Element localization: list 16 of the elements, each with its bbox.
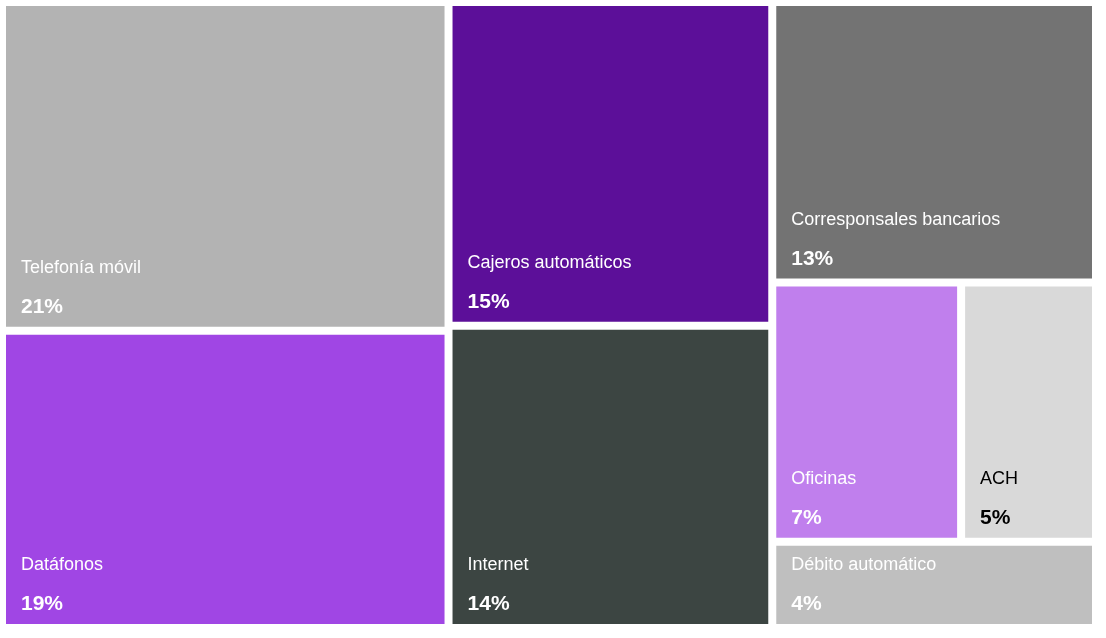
data-label: 7% [791,504,822,528]
category-label: Datáfonos [21,554,104,574]
category-label: Corresponsales bancarios [791,208,1001,229]
data-label: 4% [791,591,822,614]
category-label: Internet [467,554,529,574]
category-label: Cajeros automáticos [467,251,632,272]
data-label: 15% [467,288,510,312]
category-label: Telefonía móvil [21,256,142,277]
data-label: 21% [21,293,64,317]
data-label: 5% [980,504,1011,528]
category-label: Oficinas [791,467,857,488]
data-label: 19% [21,591,64,614]
data-label: 14% [467,591,510,614]
category-label: ACH [980,467,1019,488]
category-label: Débito automático [791,554,937,574]
data-label: 13% [791,245,834,269]
